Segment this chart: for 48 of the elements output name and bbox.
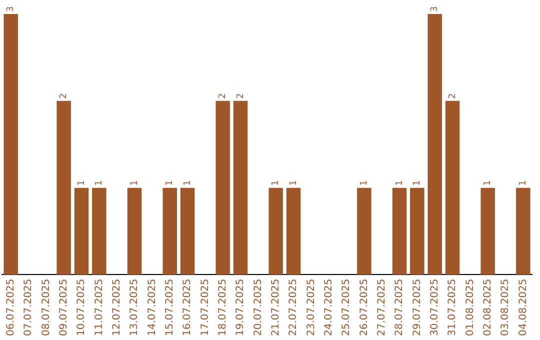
data-label: 3 bbox=[430, 6, 440, 12]
x-tick-label: 14.07.2025 bbox=[146, 278, 158, 336]
x-tick-label: 02.08.2025 bbox=[482, 278, 494, 336]
data-label: 1 bbox=[412, 180, 423, 186]
x-tick-label: 27.07.2025 bbox=[376, 278, 388, 336]
data-label: 1 bbox=[518, 180, 529, 186]
x-tick-label: 23.07.2025 bbox=[306, 278, 317, 336]
x-tick-label: 07.07.2025 bbox=[23, 278, 34, 336]
data-label: 2 bbox=[59, 93, 70, 99]
data-label: 1 bbox=[76, 180, 87, 186]
x-tick-label: 29.07.2025 bbox=[412, 278, 423, 336]
x-tick-label: 17.07.2025 bbox=[200, 278, 211, 336]
x-tick-label: 01.08.2025 bbox=[464, 278, 476, 336]
x-tick-label: 22.07.2025 bbox=[288, 278, 300, 336]
x-tick-label: 11.07.2025 bbox=[94, 278, 105, 336]
x-tick-label: 12.07.2025 bbox=[111, 278, 122, 336]
data-label: 1 bbox=[182, 180, 193, 186]
data-label: 2 bbox=[448, 93, 458, 99]
data-label: 2 bbox=[236, 93, 246, 99]
data-label: 1 bbox=[130, 180, 140, 186]
x-tick-label: 09.07.2025 bbox=[58, 278, 70, 336]
data-label: 3 bbox=[6, 6, 16, 12]
x-tick-label: 26.07.2025 bbox=[358, 278, 370, 336]
x-tick-label: 18.07.2025 bbox=[217, 278, 228, 336]
x-tick-label: 28.07.2025 bbox=[394, 278, 406, 336]
x-tick-label: 24.07.2025 bbox=[323, 278, 334, 336]
x-tick-label: 03.08.2025 bbox=[500, 278, 512, 336]
x-tick-label: 21.07.2025 bbox=[270, 278, 282, 336]
x-tick-label: 19.07.2025 bbox=[235, 278, 246, 336]
x-tick-label: 06.07.2025 bbox=[5, 278, 16, 336]
x-tick-label: 25.07.2025 bbox=[341, 278, 352, 336]
x-tick-label: 16.07.2025 bbox=[182, 278, 194, 336]
x-tick-label: 31.07.2025 bbox=[447, 278, 458, 336]
data-label: 1 bbox=[94, 180, 105, 186]
data-label: 1 bbox=[360, 180, 370, 186]
x-tick-label: 10.07.2025 bbox=[76, 278, 88, 336]
data-label: 1 bbox=[483, 180, 494, 186]
x-tick-label: 04.08.2025 bbox=[518, 278, 529, 336]
data-label: 1 bbox=[288, 180, 299, 186]
data-label: 1 bbox=[271, 180, 282, 186]
x-tick-label: 13.07.2025 bbox=[129, 278, 140, 336]
x-tick-label: 20.07.2025 bbox=[252, 278, 264, 336]
x-tick-label: 30.07.2025 bbox=[429, 278, 440, 336]
data-label: 1 bbox=[394, 180, 405, 186]
x-tick-label: 15.07.2025 bbox=[164, 278, 176, 336]
data-label: 2 bbox=[218, 93, 228, 99]
x-tick-label: 08.07.2025 bbox=[40, 278, 52, 336]
data-label: 1 bbox=[165, 180, 176, 186]
